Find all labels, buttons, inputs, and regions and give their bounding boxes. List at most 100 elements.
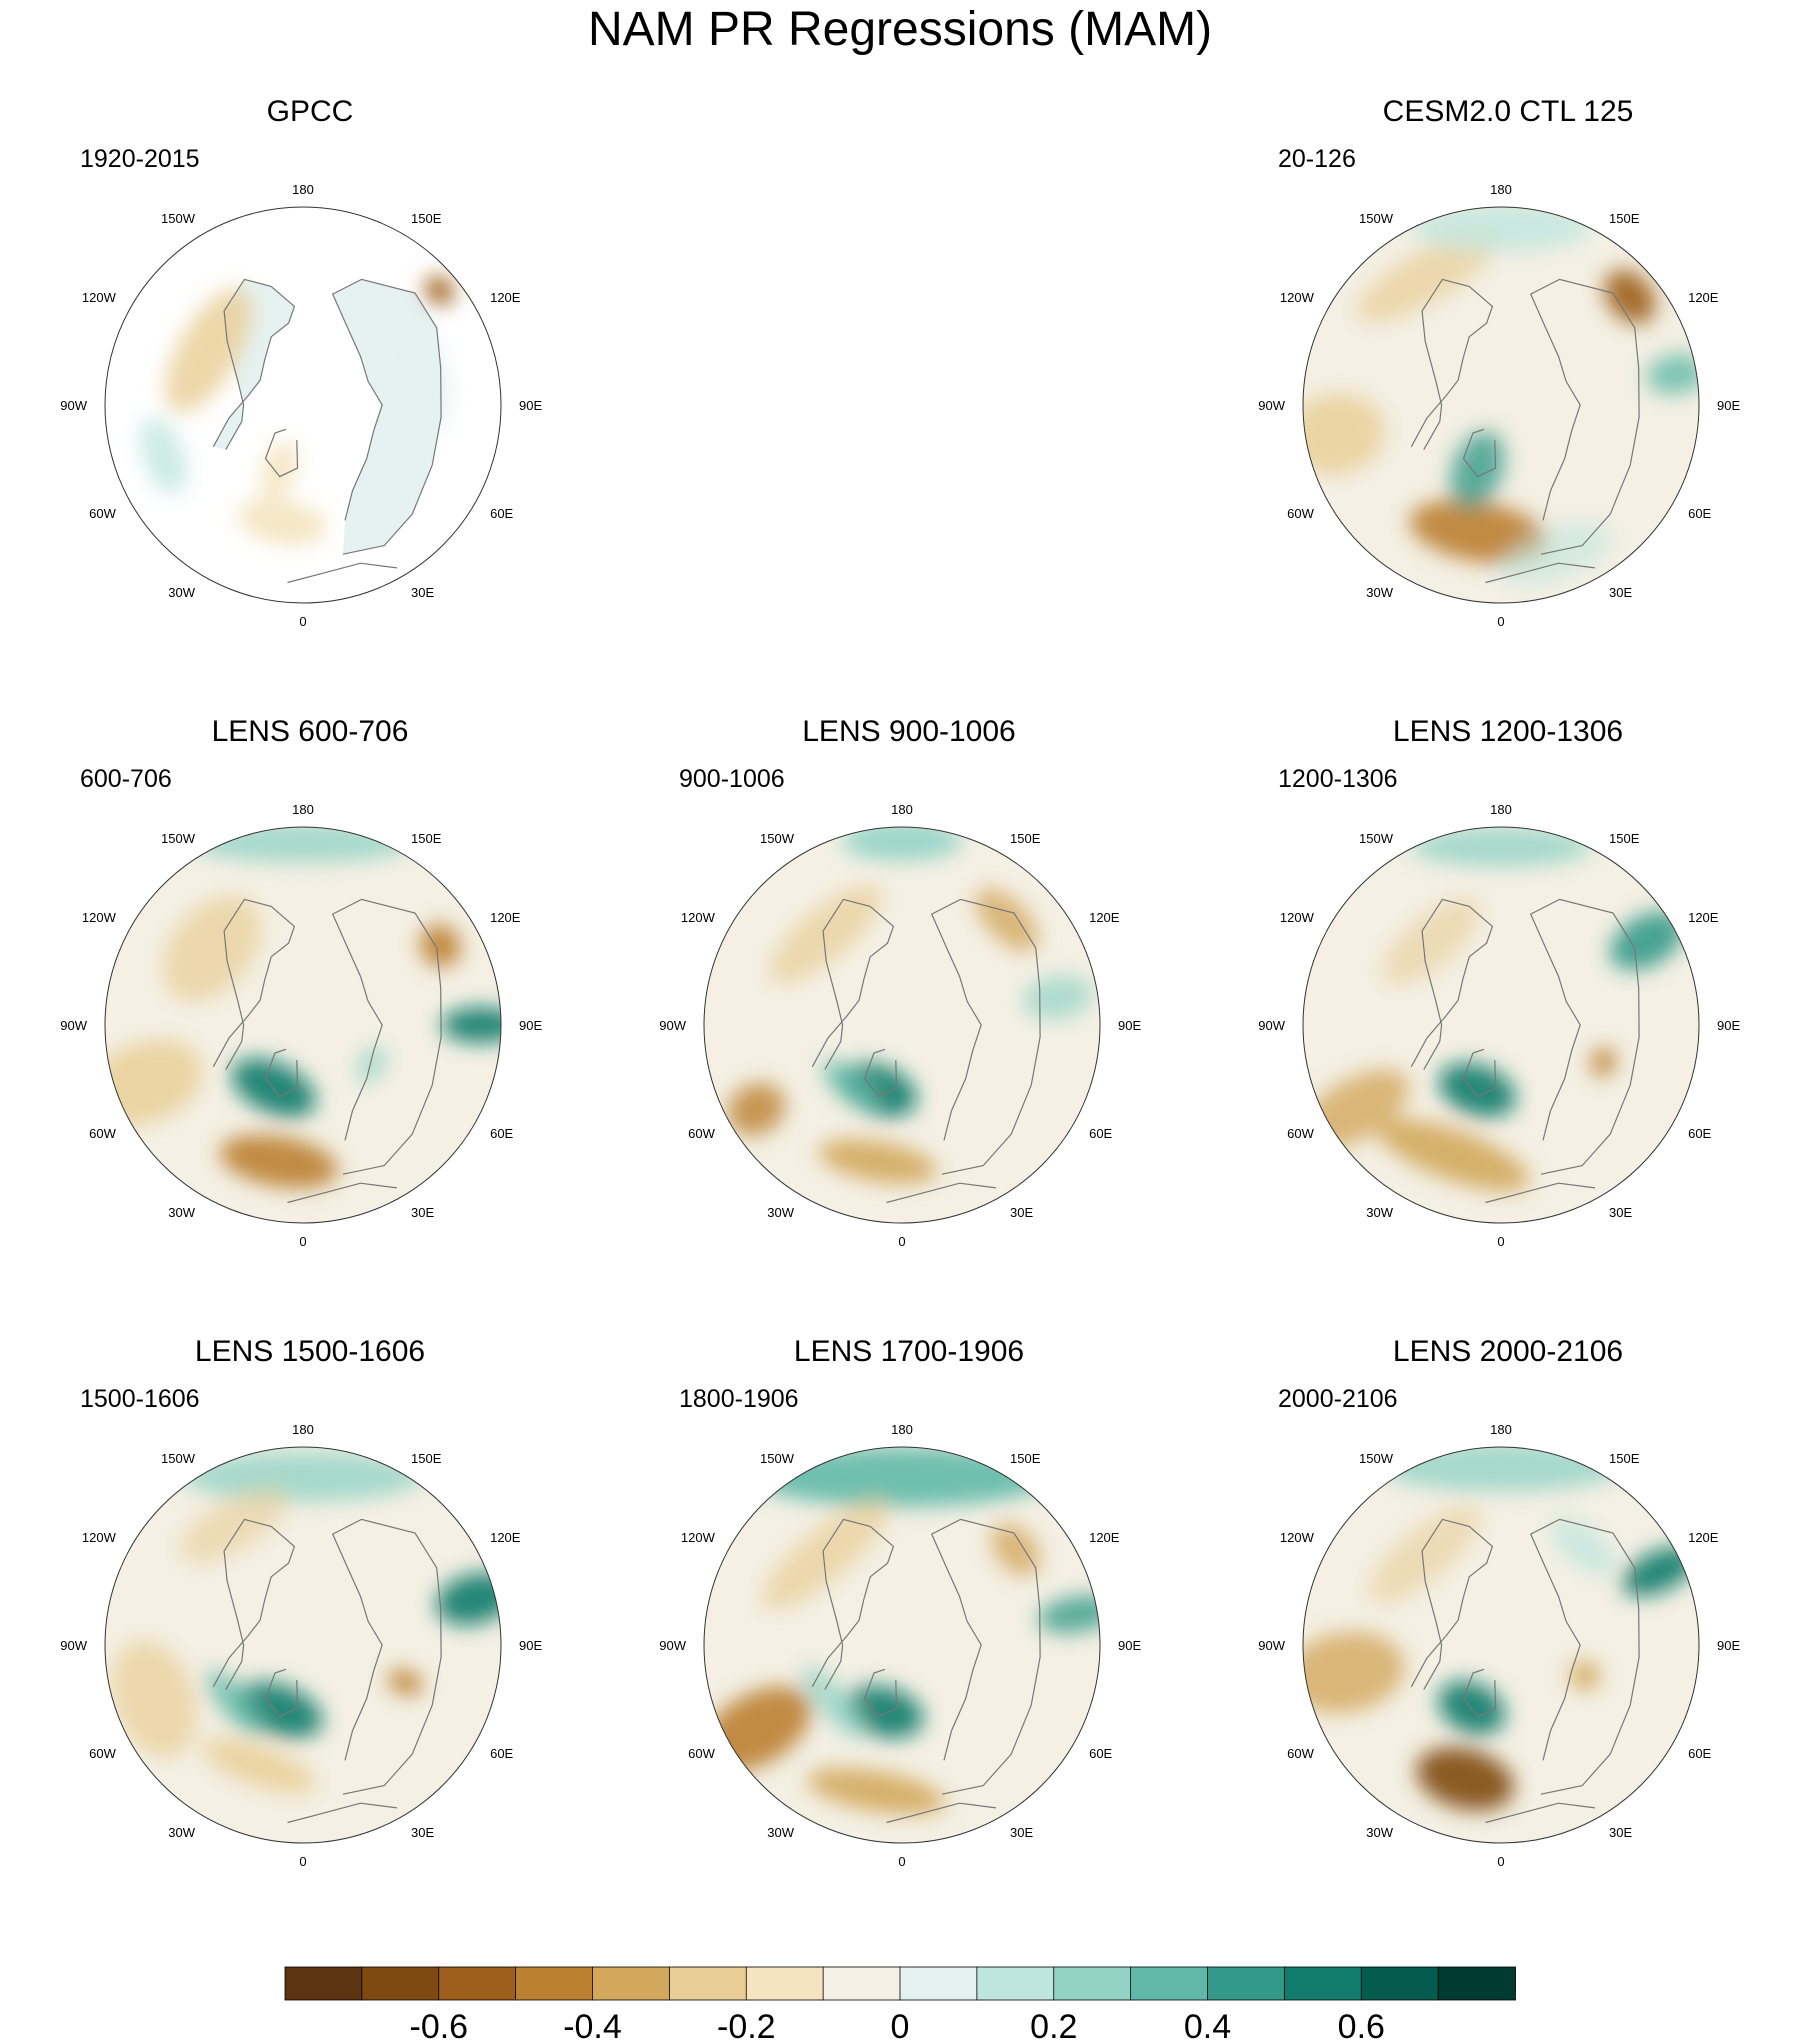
longitude-label: 0: [299, 614, 306, 629]
longitude-label: 180: [1490, 1422, 1512, 1437]
longitude-label: 120W: [82, 1530, 117, 1545]
panel-lens-1500: LENS 1500-1606 1500-1606 180 150E 120E 90E 6…: [40, 1328, 580, 1928]
anomaly-field: [1303, 207, 1699, 585]
anomaly-contour: [1438, 1062, 1516, 1118]
anomaly-contour: [261, 441, 298, 499]
longitude-label: 120E: [1089, 1530, 1120, 1545]
anomaly-contour: [762, 1499, 889, 1609]
panel-lens-1700: LENS 1700-1906 1800-1906 180 150E 120E 90E 6…: [639, 1328, 1179, 1928]
panel-period: 600-706: [80, 765, 172, 793]
longitude-label: 150W: [1359, 1451, 1394, 1466]
longitude-label: 90W: [1258, 1018, 1285, 1033]
anomaly-contour: [1381, 1447, 1621, 1492]
longitude-label: 0: [1497, 1234, 1504, 1249]
longitude-label: 90W: [659, 1638, 686, 1653]
coastline: [1529, 1518, 1640, 1795]
longitude-label: 120W: [1280, 1530, 1315, 1545]
map-field: [105, 207, 501, 603]
colorbar-swatch: [1283, 1966, 1363, 2001]
anomaly-contour: [975, 888, 1039, 952]
coastline: [863, 1048, 898, 1098]
anomaly-contour: [384, 315, 451, 433]
longitude-label: 0: [299, 1234, 306, 1249]
longitude-label: 0: [299, 1854, 306, 1869]
anomaly-contour: [1590, 1047, 1616, 1077]
longitude-label: 30W: [767, 1205, 794, 1220]
colorbar-swatch: [1360, 1966, 1440, 2001]
coastline: [287, 1802, 398, 1824]
coastline: [1462, 1048, 1497, 1098]
longitude-label: 60W: [1287, 506, 1314, 521]
panel-period: 1800-1906: [679, 1385, 799, 1413]
longitude-label: 120E: [490, 290, 521, 305]
longitude-label: 120W: [82, 910, 117, 925]
longitude-label: 90W: [60, 1018, 87, 1033]
longitude-label: 30W: [1366, 1825, 1393, 1840]
anomaly-contour: [424, 275, 455, 306]
coastline: [1485, 1182, 1596, 1204]
panel-cesm2-ctl: CESM2.0 CTL 125 20-126 180 150E 120E 90E 60E…: [1238, 88, 1778, 688]
anomaly-contour: [1303, 1631, 1405, 1714]
longitude-label: 90E: [1717, 1638, 1740, 1653]
coastline: [1485, 1802, 1596, 1824]
longitude-label: 120E: [490, 1530, 521, 1545]
coastline: [1462, 1668, 1497, 1718]
anomaly-contour: [165, 288, 253, 413]
anomaly-contour: [1550, 1517, 1617, 1576]
colorbar-tick-label: 0.4: [1184, 2008, 1231, 2042]
map-boundary: [1302, 826, 1700, 1224]
coastline: [212, 278, 296, 450]
polar-map: 180 150E 120E 90E 60E 30E 0 30W 60W 90W 120W 150W: [60, 182, 542, 629]
map-boundary: [1302, 206, 1700, 604]
longitude-label: 150E: [411, 211, 442, 226]
longitude-label: 90W: [60, 398, 87, 413]
longitude-label: 90W: [1258, 1638, 1285, 1653]
longitude-label: 30W: [1366, 585, 1393, 600]
map-field: [704, 827, 1100, 1223]
longitude-label: 150W: [161, 1451, 196, 1466]
anomaly-contour: [727, 1082, 786, 1136]
anomaly-contour: [111, 1641, 198, 1758]
coastline: [264, 428, 299, 478]
longitude-label: 60W: [1287, 1746, 1314, 1761]
coastline: [930, 1518, 1041, 1795]
coastline: [886, 1182, 997, 1204]
anomaly-contour: [1438, 1680, 1506, 1735]
anomaly-contour: [1303, 393, 1386, 475]
coastline: [212, 1518, 296, 1690]
longitude-label: 90E: [1717, 1018, 1740, 1033]
longitude-label: 150E: [411, 1451, 442, 1466]
longitude-label: 180: [891, 802, 913, 817]
longitude-label: 150W: [1359, 831, 1394, 846]
panel-title: LENS 900-1006: [802, 715, 1016, 748]
longitude-label: 60E: [1089, 1126, 1112, 1141]
map-boundary: [104, 206, 502, 604]
anomaly-contour: [818, 1139, 938, 1184]
longitude-label: 150E: [1609, 211, 1640, 226]
longitude-label: 120E: [1688, 290, 1719, 305]
longitude-label: 30W: [168, 585, 195, 600]
longitude-label: 90W: [60, 1638, 87, 1653]
anomaly-contour: [802, 1666, 865, 1739]
longitude-label: 60E: [1688, 506, 1711, 521]
anomaly-contour: [1621, 1546, 1697, 1597]
map-field: [105, 827, 501, 1223]
anomaly-contour: [1646, 353, 1699, 395]
longitude-label: 150W: [1359, 211, 1394, 226]
anomaly-contour: [237, 498, 327, 546]
panel-period: 2000-2106: [1278, 1385, 1398, 1413]
map-boundary: [1302, 1446, 1700, 1844]
colorbar-swatch: [745, 1966, 825, 2001]
figure-title: NAM PR Regressions (MAM): [587, 3, 1213, 56]
panel-period: 900-1006: [679, 765, 785, 793]
panel-title: LENS 600-706: [211, 715, 409, 748]
longitude-label: 30W: [1366, 1205, 1393, 1220]
anomaly-contour: [1368, 1505, 1481, 1603]
longitude-label: 120E: [490, 910, 521, 925]
anomaly-contour: [357, 1046, 387, 1083]
colorbar-tick-label: -0.4: [563, 2008, 622, 2042]
colorbar-swatch: [668, 1966, 748, 2001]
coastline: [1410, 1518, 1494, 1690]
polar-map: 180 150E 120E 90E 60E 30E 0 30W 60W 90W 120W 150W: [60, 802, 542, 1249]
longitude-label: 180: [1490, 802, 1512, 817]
